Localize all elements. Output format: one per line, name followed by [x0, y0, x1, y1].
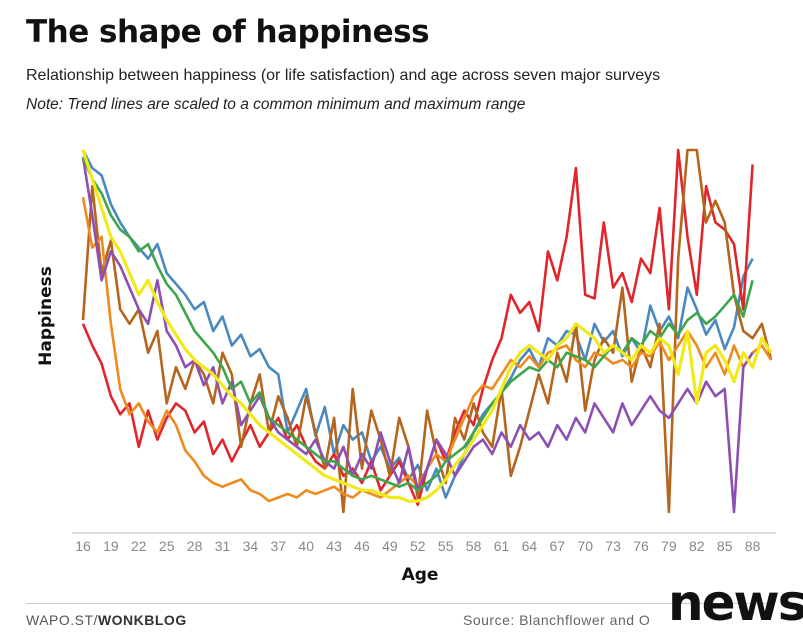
x-tick-layer: 16 19 22 25 28 31 34 37 40 43 46 49 52 55 58 61 64 67 70 73…: [75, 538, 760, 554]
x-tick-label: 31: [215, 538, 231, 554]
x-tick-label: 70: [577, 538, 593, 554]
x-tick-label: 22: [131, 538, 147, 554]
series-line-5: [81, 156, 754, 514]
series-line-3: [81, 148, 773, 514]
x-tick-label: 52: [410, 538, 426, 554]
x-tick-label: 64: [522, 538, 538, 554]
x-tick-label: 82: [689, 538, 705, 554]
chart-note: Note: Trend lines are scaled to a common…: [26, 96, 526, 113]
x-tick-label: 25: [159, 538, 175, 554]
chart-title: The shape of happiness: [26, 14, 430, 50]
x-tick-label: 34: [243, 538, 259, 554]
footer-site-prefix: WAPO.ST/: [26, 612, 98, 628]
x-tick-label: 28: [187, 538, 203, 554]
x-tick-label: 49: [382, 538, 398, 554]
x-tick-label: 58: [466, 538, 482, 554]
footer-divider: [26, 603, 775, 604]
x-tick-label: 55: [438, 538, 454, 554]
x-tick-label: 73: [605, 538, 621, 554]
line-chart: 16 19 22 25 28 31 34 37 40 43 46 49 52 55 58 61 64 67 70 73…: [36, 148, 776, 585]
x-tick-label: 43: [326, 538, 342, 554]
series-line-2: [81, 148, 754, 507]
x-tick-label: 67: [550, 538, 566, 554]
series-line-6: [81, 156, 754, 492]
x-tick-label: 88: [745, 538, 761, 554]
x-axis-label: Age: [402, 565, 439, 585]
series-line-7: [81, 149, 773, 503]
series-layer: [81, 148, 773, 514]
x-tick-label: 16: [75, 538, 91, 554]
y-axis-label: Happiness: [36, 266, 56, 366]
x-tick-label: 40: [298, 538, 314, 554]
x-tick-label: 76: [633, 538, 649, 554]
source-credit: Source: Blanchflower and O: [463, 612, 651, 628]
x-tick-label: 19: [103, 538, 119, 554]
footer-site-link[interactable]: WAPO.ST/WONKBLOG: [26, 612, 187, 628]
news-watermark: news: [668, 574, 803, 632]
x-tick-label: 46: [354, 538, 370, 554]
x-tick-label: 79: [661, 538, 677, 554]
footer-site-name: WONKBLOG: [97, 612, 187, 628]
x-tick-label: 37: [271, 538, 287, 554]
chart-subtitle: Relationship between happiness (or life …: [26, 67, 661, 84]
x-tick-label: 85: [717, 538, 733, 554]
x-tick-label: 61: [494, 538, 510, 554]
